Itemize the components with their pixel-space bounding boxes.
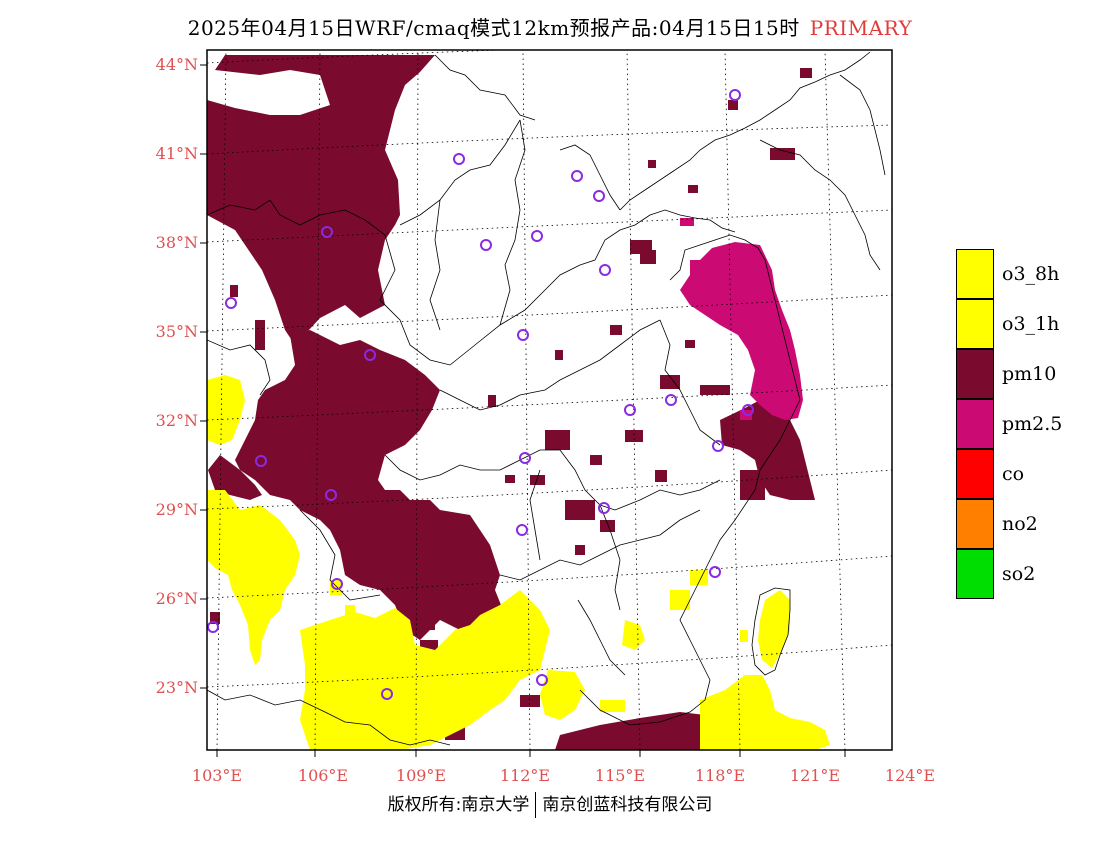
axis-ticks — [200, 64, 846, 757]
legend-label: pm10 — [1002, 363, 1057, 385]
legend-label: o3_8h — [1002, 263, 1060, 285]
lat-label-41: 41°N — [155, 144, 198, 163]
pm10-areas — [207, 55, 815, 750]
lon-label-115: 115°E — [594, 766, 646, 785]
copyright-company: 南京创蓝科技有限公司 — [542, 795, 713, 815]
legend-label: co — [1002, 463, 1025, 485]
o3-areas — [207, 375, 830, 750]
lat-label-23: 23°N — [155, 678, 198, 697]
legend-label: so2 — [1002, 563, 1036, 585]
city-markers — [207, 89, 754, 700]
lon-label-103: 103°E — [191, 766, 243, 785]
legend-label: o3_1h — [1002, 313, 1060, 335]
title-text: 2025年04月15日WRF/cmaq模式12km预报产品:04月15日15时 — [187, 16, 800, 40]
map-content — [207, 50, 892, 750]
map-title: 2025年04月15日WRF/cmaq模式12km预报产品:04月15日15时 P… — [0, 12, 1100, 41]
map-frame — [206, 49, 893, 751]
lon-label-124: 124°E — [884, 766, 936, 785]
legend-swatch — [956, 499, 994, 549]
copyright-divider — [535, 792, 537, 818]
copyright-owner: 版权所有:南京大学 — [387, 795, 530, 815]
lon-label-121: 121°E — [789, 766, 841, 785]
lon-label-106: 106°E — [297, 766, 349, 785]
legend-swatch — [956, 299, 994, 349]
legend-swatch — [956, 549, 994, 599]
lat-label-38: 38°N — [155, 233, 198, 252]
lat-label-44: 44°N — [155, 55, 198, 74]
copyright: 版权所有:南京大学 南京创蓝科技有限公司 — [0, 790, 1100, 818]
lon-label-109: 109°E — [395, 766, 447, 785]
legend-label: pm2.5 — [1002, 413, 1063, 435]
lon-label-112: 112°E — [499, 766, 551, 785]
legend-swatch — [956, 249, 994, 299]
lat-label-26: 26°N — [155, 589, 198, 608]
province-boundaries — [207, 51, 886, 746]
legend-swatch — [956, 449, 994, 499]
graticule — [207, 50, 892, 750]
legend-swatch — [956, 399, 994, 449]
legend-swatch — [956, 349, 994, 399]
lat-label-35: 35°N — [155, 322, 198, 341]
primary-label: PRIMARY — [809, 16, 913, 40]
legend-label: no2 — [1002, 513, 1038, 535]
lat-label-32: 32°N — [155, 411, 198, 430]
pm25-areas — [680, 218, 803, 420]
lon-label-118: 118°E — [694, 766, 746, 785]
lat-label-29: 29°N — [155, 500, 198, 519]
